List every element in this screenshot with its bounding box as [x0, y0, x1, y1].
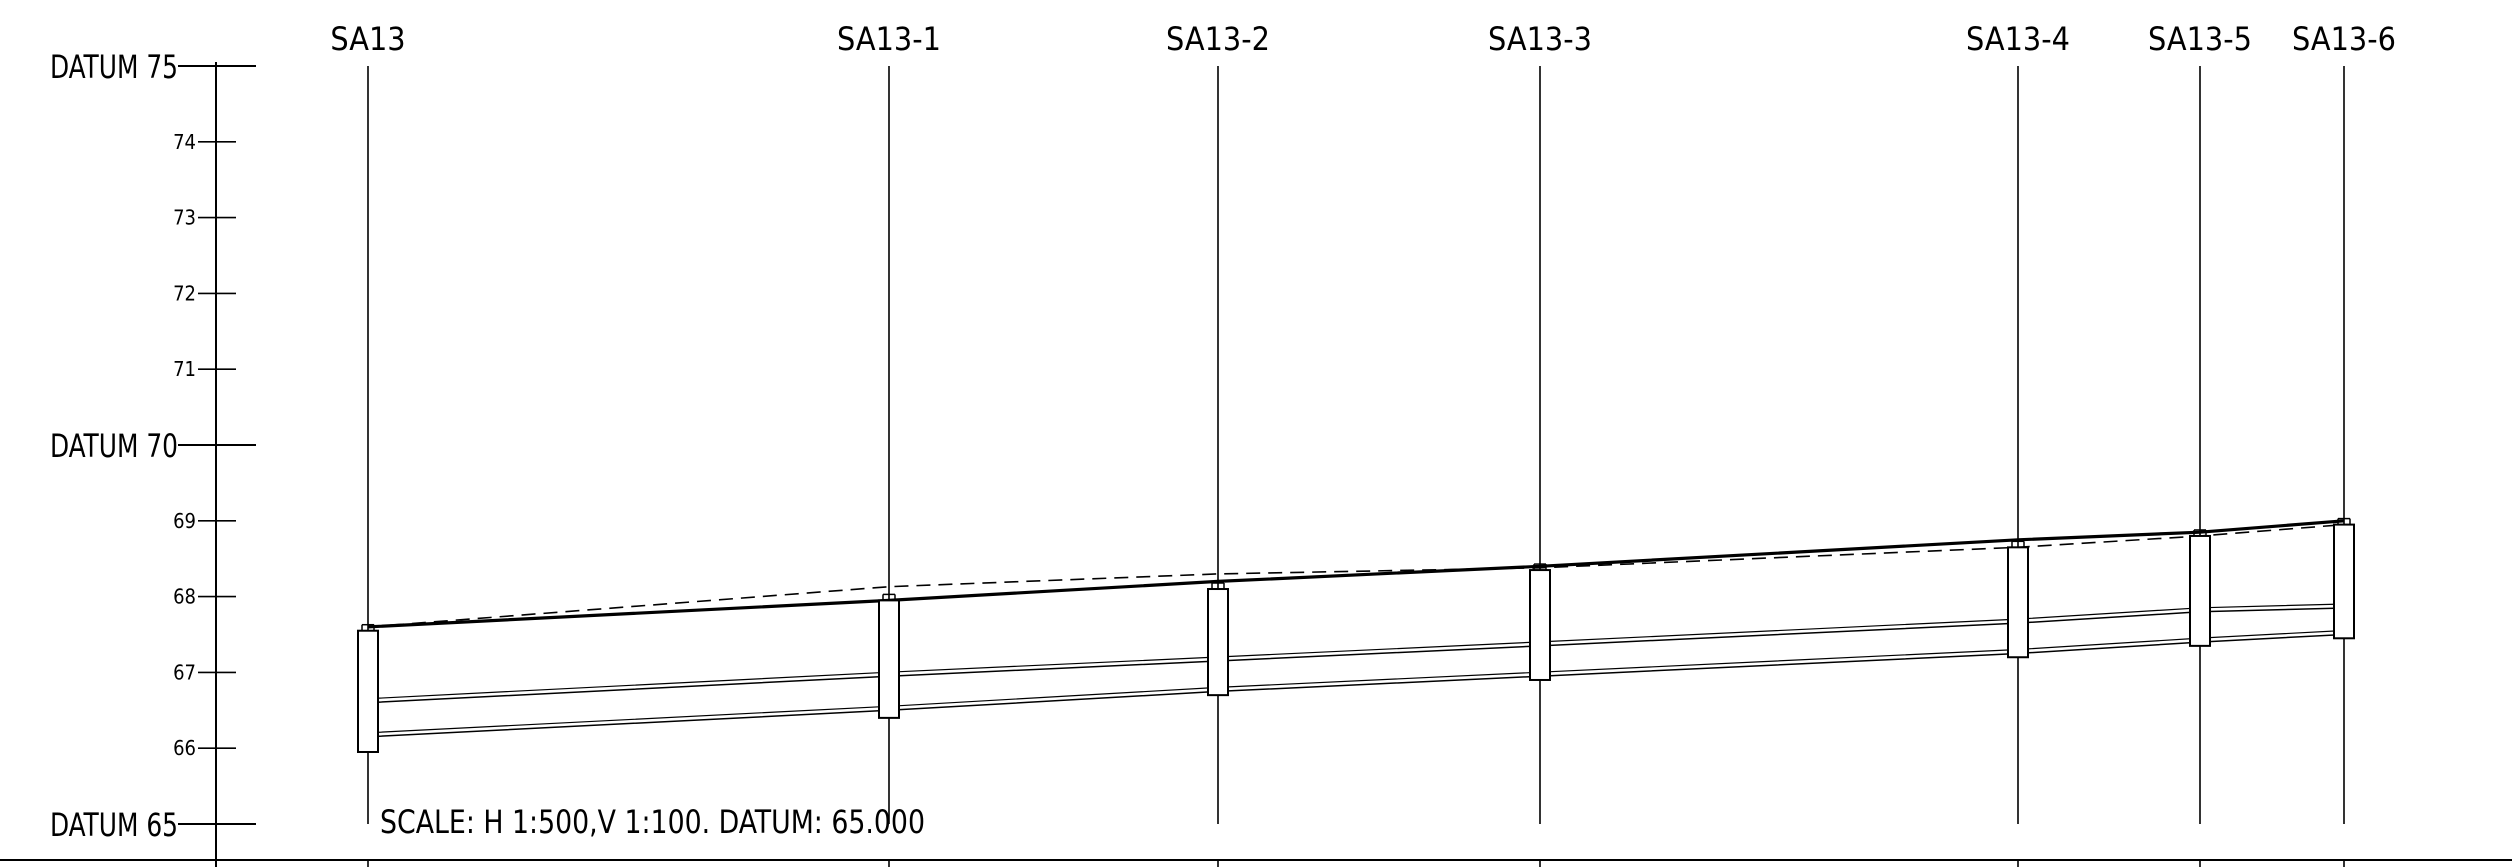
- datum-label: DATUM 70: [50, 427, 178, 465]
- manhole-post: [1207, 588, 1229, 697]
- minor-tick-label: 74: [173, 130, 196, 154]
- manhole-post: [1529, 569, 1551, 681]
- datum-label: DATUM 75: [50, 48, 178, 86]
- minor-tick-label: 68: [173, 585, 196, 609]
- pipe-top-line: [367, 607, 2345, 704]
- pipe-bottom-inner-line: [367, 629, 2345, 734]
- minor-tick-label: 73: [173, 206, 196, 230]
- pipe-bottom-line: [367, 633, 2345, 738]
- drawing-frame: [0, 62, 2512, 867]
- station-label: SA13-5: [2148, 20, 2252, 58]
- manhole-post: [2007, 546, 2029, 659]
- station-label: SA13-4: [1966, 20, 2070, 58]
- elevation-axis: DATUM 75 DATUM 70 DATUM 65 74 73 72 71 69 68 67 66: [50, 48, 256, 844]
- station-label: SA13: [330, 20, 405, 58]
- datum-label: DATUM 65: [50, 806, 178, 844]
- minor-tick-label: 66: [173, 736, 196, 760]
- minor-tick-label: 71: [173, 357, 196, 381]
- station-label: SA13-6: [2292, 20, 2396, 58]
- station-label: SA13-1: [837, 20, 941, 58]
- profile-lines: [367, 519, 2345, 738]
- manhole-posts: [357, 517, 2355, 753]
- station-label: SA13-2: [1166, 20, 1270, 58]
- manhole-post: [2189, 534, 2211, 647]
- manhole-post: [2333, 523, 2355, 640]
- station-lines: SA13 SA13-1 SA13-2 SA13-3 SA13-4 SA13-5 SA13-6: [330, 20, 2396, 867]
- minor-tick-label: 69: [173, 509, 196, 533]
- scale-note: SCALE: H 1:500,V 1:100. DATUM: 65.000: [380, 803, 925, 841]
- minor-tick-label: 72: [173, 281, 196, 305]
- design-ground-line: [367, 519, 2345, 629]
- minor-tick-label: 67: [173, 660, 196, 684]
- station-label: SA13-3: [1488, 20, 1592, 58]
- manhole-post: [878, 599, 900, 719]
- manhole-post: [357, 629, 379, 753]
